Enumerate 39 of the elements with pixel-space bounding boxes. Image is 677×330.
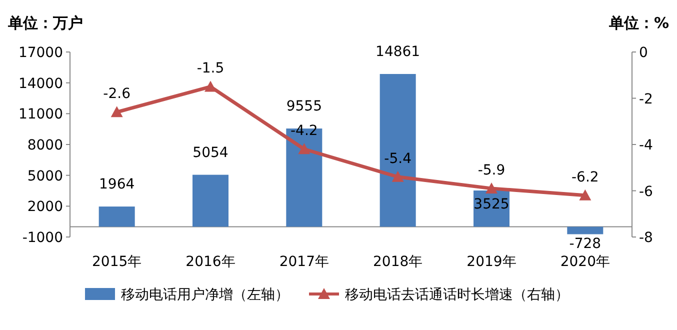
- y-tick-label: 8000: [27, 138, 63, 154]
- data-label: -1.5: [196, 60, 224, 77]
- data-label: 5054: [192, 144, 228, 161]
- x-tick-label: 2020年: [560, 254, 610, 270]
- y2-tick-label: -4: [639, 138, 654, 154]
- y2-tick-label: -2: [639, 91, 653, 108]
- point: [392, 170, 404, 182]
- point: [204, 80, 216, 92]
- point: [110, 106, 123, 118]
- y2-tick-label: 0: [639, 45, 648, 61]
- data-label: -6.2: [572, 169, 599, 186]
- y-tick-label: 2000: [27, 199, 63, 216]
- data-label: 9555: [286, 98, 322, 115]
- y-tick-label: 11000: [18, 106, 63, 123]
- y-tick-label: 17000: [18, 45, 63, 61]
- y-tick-label: 14000: [18, 76, 63, 92]
- legend-label: 移动电话去话通话时长增速（右轴）: [345, 287, 569, 303]
- data-label: 1964: [99, 176, 135, 193]
- y2-tick-label: -8: [639, 230, 653, 246]
- x-tick-label: 2017年: [279, 254, 329, 270]
- data-label: -728: [569, 236, 602, 252]
- data-label: 14861: [376, 44, 420, 60]
- data-label: 3525: [474, 196, 510, 212]
- legend-label: 移动电话用户净增（左轴）: [121, 287, 289, 303]
- point: [486, 182, 498, 194]
- point: [298, 143, 310, 154]
- point: [579, 189, 592, 200]
- y2-tick-label: -6: [639, 184, 654, 200]
- data-label: -2.6: [103, 86, 131, 102]
- y-axis-title: 单位：万户: [7, 14, 83, 32]
- x-tick-label: 2016年: [186, 254, 236, 270]
- x-tick-label: 2019年: [466, 254, 516, 270]
- y-tick-label: -1000: [22, 230, 63, 246]
- y2-axis-title: 单位：%: [608, 14, 669, 32]
- data-label: -5.9: [478, 162, 506, 178]
- x-tick-label: 2018年: [373, 254, 423, 270]
- x-tick-label: 2015年: [92, 254, 142, 270]
- y-tick-label: 5000: [27, 168, 63, 184]
- data-label: -5.4: [384, 150, 412, 167]
